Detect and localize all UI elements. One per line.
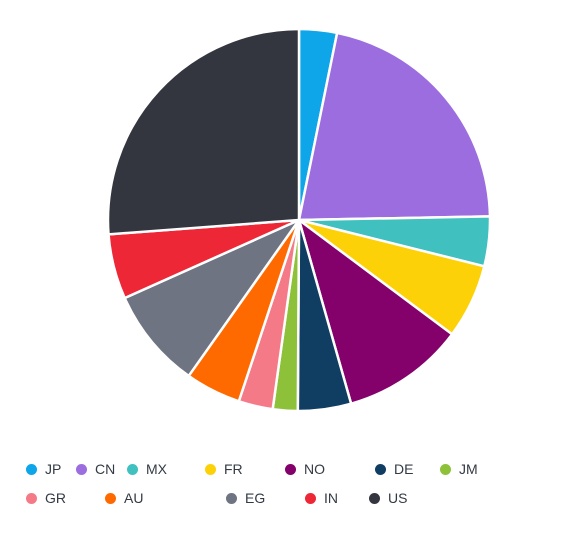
legend-marker [76,463,87,475]
pie-slice-eg[interactable] [123,218,301,378]
legend-marker [26,492,37,504]
legend-item-de[interactable]: DE [375,461,413,477]
pie-chart [106,27,492,413]
legend-label: FR [224,461,243,477]
legend-marker [127,463,138,475]
legend-label: JP [45,461,62,477]
legend-marker [105,492,116,504]
legend-marker [440,463,451,475]
legend-label: GR [45,490,66,506]
pie-slice-cn[interactable] [297,31,492,222]
legend-label: IN [324,490,338,506]
legend-item-mx[interactable]: MX [127,461,167,477]
legend-label: NO [304,461,325,477]
legend-item-no[interactable]: NO [285,461,325,477]
pie-slice-us[interactable] [106,27,301,236]
legend-label: EG [245,490,266,506]
legend-marker [305,492,316,504]
legend-marker [375,463,386,475]
legend-label: AU [124,490,144,506]
legend-label: CN [95,461,116,477]
legend-marker [226,492,237,504]
pie-slice-no[interactable] [297,218,454,405]
legend-item-cn[interactable]: CN [76,461,115,477]
legend-item-jm[interactable]: JM [440,461,478,477]
legend-item-eg[interactable]: EG [226,490,265,506]
legend-marker [205,463,216,475]
legend-item-gr[interactable]: GR [26,490,66,506]
legend-item-in[interactable]: IN [305,490,338,506]
legend-label: US [388,490,408,506]
legend-label: MX [146,461,167,477]
legend-item-us[interactable]: US [369,490,407,506]
legend-marker [285,463,296,475]
legend-item-au[interactable]: AU [105,490,143,506]
legend-label: JM [459,461,478,477]
legend-item-jp[interactable]: JP [26,461,61,477]
legend-marker [26,463,37,475]
legend-item-fr[interactable]: FR [205,461,243,477]
legend-marker [369,492,380,504]
legend-label: DE [394,461,414,477]
